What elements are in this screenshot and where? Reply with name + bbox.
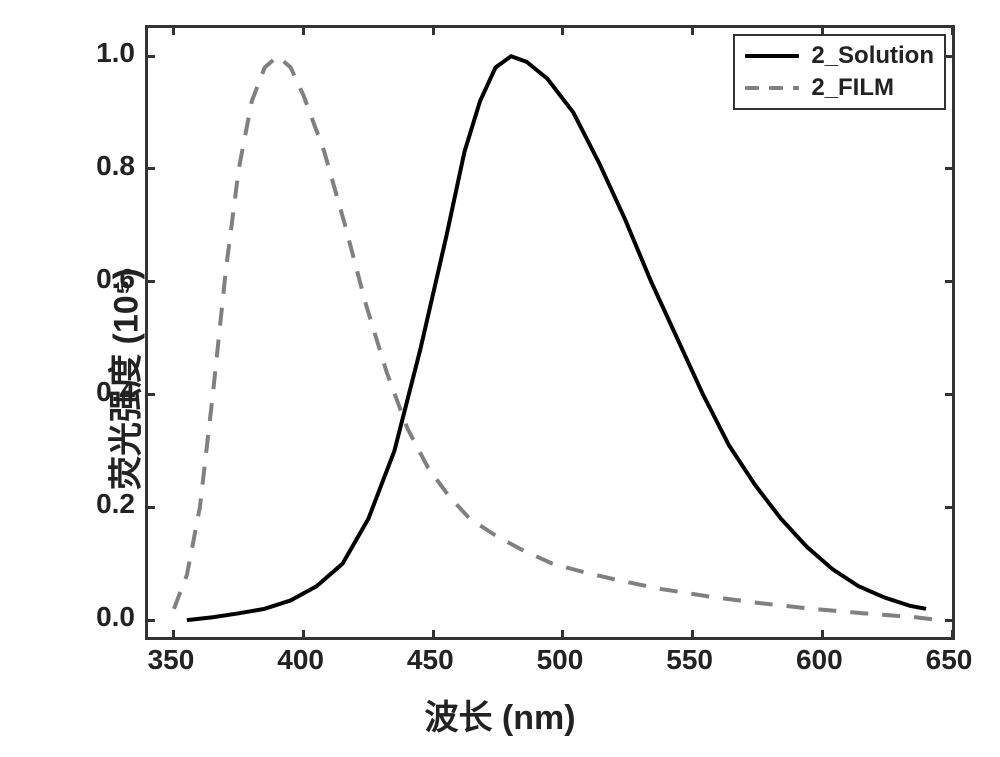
x-tick-label: 350 — [148, 644, 195, 676]
x-tick — [561, 630, 564, 640]
x-tick-label: 500 — [537, 644, 584, 676]
legend: 2_Solution 2_FILM — [733, 34, 946, 110]
x-tick — [951, 630, 954, 640]
chart-svg — [148, 28, 952, 637]
y-tick-label: 0.8 — [75, 150, 135, 182]
x-tick-top — [821, 25, 824, 35]
x-tick-label: 650 — [926, 644, 973, 676]
y-tick-right — [945, 393, 955, 396]
y-tick-right — [945, 167, 955, 170]
x-axis-title-text: 波长 (nm) — [424, 699, 575, 737]
x-tick — [691, 630, 694, 640]
x-tick-top — [432, 25, 435, 35]
series-film-line — [174, 56, 939, 620]
y-tick — [145, 167, 155, 170]
x-tick-top — [561, 25, 564, 35]
legend-item-solution: 2_Solution — [743, 40, 934, 72]
x-tick-label: 400 — [277, 644, 324, 676]
y-tick — [145, 55, 155, 58]
legend-label-film: 2_FILM — [811, 74, 894, 102]
x-tick — [821, 630, 824, 640]
y-tick-label: 0.0 — [75, 601, 135, 633]
y-tick-right — [945, 619, 955, 622]
legend-label-solution: 2_Solution — [811, 42, 934, 70]
y-tick — [145, 393, 155, 396]
y-tick-right — [945, 280, 955, 283]
y-tick — [145, 619, 155, 622]
x-tick-label: 550 — [666, 644, 713, 676]
x-tick — [302, 630, 305, 640]
x-tick — [172, 630, 175, 640]
y-tick-label: 1.0 — [75, 37, 135, 69]
y-tick-label: 0.4 — [75, 376, 135, 408]
x-tick-top — [951, 25, 954, 35]
legend-item-film: 2_FILM — [743, 72, 934, 104]
x-axis-title: 波长 (nm) — [424, 690, 575, 739]
y-tick-label: 0.2 — [75, 488, 135, 520]
chart-container: 荧光强度 (10⁵) 2_Solution 2_FILM 35040045050… — [0, 0, 1000, 757]
x-tick-top — [691, 25, 694, 35]
y-tick-label: 0.6 — [75, 263, 135, 295]
y-tick — [145, 506, 155, 509]
y-tick-right — [945, 506, 955, 509]
x-tick — [432, 630, 435, 640]
legend-swatch-solution — [743, 46, 801, 66]
legend-swatch-film — [743, 78, 801, 98]
plot-area: 2_Solution 2_FILM — [145, 25, 955, 640]
x-tick-top — [172, 25, 175, 35]
y-tick-right — [945, 55, 955, 58]
x-tick-label: 600 — [796, 644, 843, 676]
x-tick-top — [302, 25, 305, 35]
y-tick — [145, 280, 155, 283]
x-tick-label: 450 — [407, 644, 454, 676]
series-solution-line — [187, 56, 926, 620]
